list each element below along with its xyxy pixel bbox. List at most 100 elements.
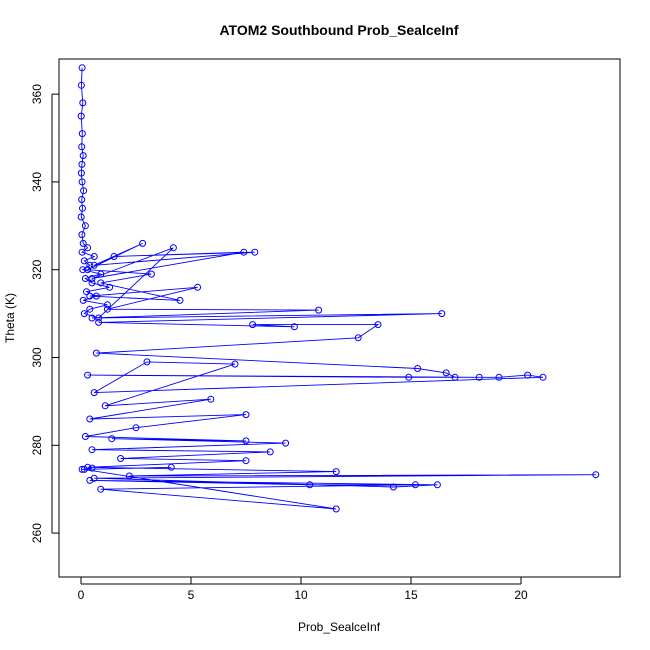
x-axis: 0 5 10 15 20 — [78, 577, 528, 602]
data-point — [78, 160, 86, 168]
y-tick-label: 260 — [30, 523, 44, 543]
data-point — [81, 433, 89, 440]
data-point — [539, 373, 547, 381]
data-point — [169, 244, 177, 252]
data-point — [80, 187, 88, 195]
data-point — [90, 261, 98, 269]
data-point — [242, 457, 250, 465]
data-point — [88, 464, 96, 472]
data-point — [194, 283, 202, 291]
data-point — [81, 275, 89, 282]
data-point — [451, 373, 459, 381]
data-point — [132, 424, 140, 432]
data-point — [315, 306, 323, 314]
data-point — [79, 204, 86, 212]
y-tick-label: 320 — [30, 259, 44, 279]
data-point — [78, 143, 86, 151]
y-tick-label: 300 — [30, 347, 44, 367]
data-point — [84, 371, 92, 379]
data-point — [143, 358, 151, 366]
data-point — [389, 483, 397, 491]
data-point — [103, 301, 111, 309]
data-point — [240, 248, 248, 256]
data-point — [207, 395, 215, 403]
data-point — [79, 152, 87, 160]
data-point — [81, 222, 89, 230]
data-point — [139, 239, 147, 247]
data-point — [332, 468, 340, 476]
data-point — [77, 213, 85, 221]
series-line — [80, 67, 596, 510]
data-point — [411, 481, 419, 489]
x-tick-label: 5 — [188, 588, 195, 602]
chart-title: ATOM2 Southbound Prob_SealceInf — [219, 22, 458, 38]
data-point — [110, 253, 118, 260]
data-point — [249, 321, 257, 329]
y-axis-label: Theta (K) — [3, 293, 17, 343]
data-point — [77, 81, 85, 89]
data-point — [101, 402, 109, 410]
data-point — [108, 435, 116, 443]
data-point — [78, 248, 86, 256]
data-point — [405, 373, 413, 381]
data-point — [103, 305, 111, 313]
data-point — [95, 318, 103, 326]
data-point — [97, 279, 105, 287]
data-point — [438, 310, 446, 318]
plot-frame — [58, 58, 621, 578]
data-point — [242, 437, 250, 445]
data-point — [78, 231, 86, 239]
x-tick-label: 15 — [404, 588, 418, 602]
data-point — [88, 279, 96, 287]
data-point — [88, 446, 96, 454]
data-point — [86, 415, 94, 423]
data-point — [374, 321, 382, 329]
data-point — [88, 275, 96, 282]
data-point — [86, 292, 94, 300]
data-point — [125, 472, 133, 480]
y-tick-label: 360 — [30, 84, 44, 104]
x-tick-label: 10 — [294, 588, 308, 602]
data-point — [86, 305, 94, 313]
data-point — [592, 471, 600, 479]
data-point — [88, 314, 96, 322]
data-point — [92, 349, 100, 357]
data-point — [282, 439, 290, 447]
data-point — [433, 481, 441, 489]
data-point — [117, 455, 125, 462]
series-layer — [77, 64, 600, 513]
data-point — [80, 465, 88, 473]
data-point — [95, 314, 103, 322]
data-point — [290, 323, 298, 331]
data-point — [78, 178, 86, 186]
data-point — [306, 481, 314, 489]
data-point — [332, 505, 340, 513]
data-point — [90, 474, 98, 482]
data-point — [78, 465, 86, 473]
data-point — [97, 485, 105, 493]
data-point — [251, 248, 259, 256]
data-point — [80, 257, 88, 265]
x-tick-label: 0 — [78, 588, 85, 602]
data-point — [77, 112, 85, 120]
data-point — [442, 369, 450, 377]
y-tick-label: 340 — [30, 172, 44, 192]
x-axis-label: Prob_SealceInf — [298, 620, 381, 634]
data-point — [80, 310, 88, 318]
data-point — [167, 463, 175, 471]
data-point — [77, 169, 85, 177]
data-point — [79, 266, 87, 274]
data-point — [97, 270, 105, 278]
data-point — [90, 253, 98, 260]
data-point — [524, 371, 532, 379]
y-tick-label: 280 — [30, 435, 44, 455]
y-axis: 260 280 300 320 340 360 — [30, 84, 59, 543]
x-tick-label: 20 — [514, 588, 528, 602]
data-point — [176, 296, 184, 304]
data-point — [84, 266, 92, 274]
data-point — [79, 239, 87, 247]
data-point — [106, 283, 114, 291]
data-point — [414, 365, 422, 372]
data-point — [78, 64, 86, 72]
